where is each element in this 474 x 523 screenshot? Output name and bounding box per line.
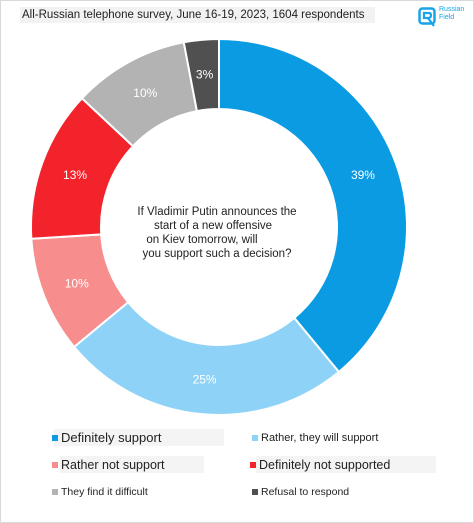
legend-item-rather-not-support: Rather not support	[52, 458, 165, 472]
legend-label: They find it difficult	[61, 486, 148, 498]
legend-swatch	[252, 489, 258, 495]
slice-label: 13%	[63, 168, 87, 182]
legend-bg-2	[60, 456, 204, 473]
legend-label: Refusal to respond	[261, 486, 350, 498]
legend-item-refusal: Refusal to respond	[252, 486, 349, 498]
legend-bg-3	[256, 456, 436, 473]
legend-label: Definitely not supported	[259, 458, 391, 472]
slice-label: 3%	[196, 68, 214, 82]
slice-label: 25%	[193, 372, 217, 386]
question-line-1: If Vladimir Putin announces the	[137, 206, 296, 218]
question-line-4: you support such a decision?	[143, 248, 292, 260]
legend-label: Definitely support	[61, 430, 162, 445]
slice-label: 10%	[133, 86, 157, 100]
question-line-3: on Kiev tomorrow, will	[146, 234, 257, 246]
legend-swatch	[52, 489, 58, 495]
legend-label: Rather not support	[61, 458, 165, 472]
legend-swatch	[52, 462, 58, 468]
slice-refusal-to-respond	[182, 37, 220, 113]
chart-title: All-Russian telephone survey, June 16-19…	[22, 9, 365, 21]
slice-definitely-support	[218, 37, 408, 374]
legend-item-definitely-support: Definitely support	[52, 430, 161, 445]
question-line-2: start of a new offensive	[154, 220, 272, 232]
legend-swatch	[250, 462, 256, 468]
slice-rather-they-will-support	[72, 300, 341, 416]
legend-label: Rather, they will support	[261, 432, 379, 444]
title-background	[20, 7, 375, 23]
slice-label: 10%	[65, 276, 89, 290]
legend-swatch	[52, 434, 58, 441]
logo-icon	[418, 7, 436, 27]
logo-text: Russian Field	[439, 6, 465, 21]
legend-item-find-it-difficult: They find it difficult	[52, 486, 148, 498]
legend-swatch	[252, 435, 258, 441]
slice-label: 39%	[351, 168, 375, 182]
legend-item-definitely-not-supported: Definitely not supported	[250, 458, 390, 472]
legend-bg-1	[54, 429, 224, 446]
legend-item-rather-support: Rather, they will support	[252, 432, 378, 444]
russian-field-logo	[416, 4, 472, 32]
